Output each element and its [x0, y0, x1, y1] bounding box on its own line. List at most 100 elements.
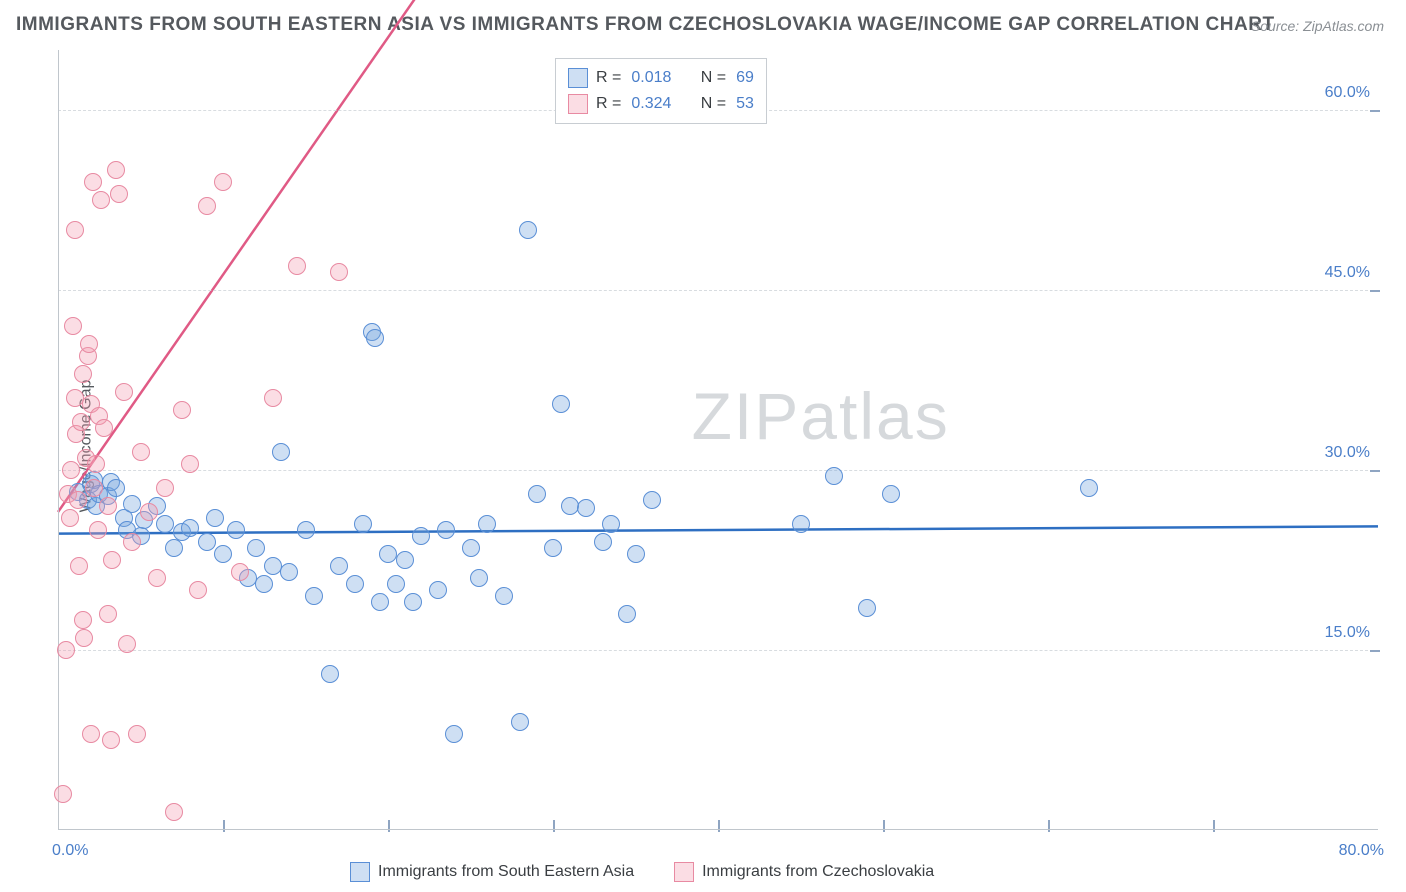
data-point — [110, 185, 128, 203]
data-point — [89, 521, 107, 539]
data-point — [404, 593, 422, 611]
data-point — [69, 491, 87, 509]
data-point — [128, 725, 146, 743]
data-point — [72, 413, 90, 431]
chart-title: IMMIGRANTS FROM SOUTH EASTERN ASIA VS IM… — [16, 14, 1275, 36]
data-point — [264, 389, 282, 407]
data-point — [95, 419, 113, 437]
data-point — [70, 557, 88, 575]
data-point — [366, 329, 384, 347]
data-point — [181, 455, 199, 473]
data-point — [156, 515, 174, 533]
data-point — [288, 257, 306, 275]
legend-series-label: Immigrants from Czechoslovakia — [702, 863, 934, 881]
data-point — [61, 509, 79, 527]
data-point — [103, 551, 121, 569]
data-point — [478, 515, 496, 533]
data-point — [123, 495, 141, 513]
legend-series-item: Immigrants from Czechoslovakia — [674, 862, 934, 882]
data-point — [107, 161, 125, 179]
trend-lines-svg — [58, 50, 1378, 830]
data-point — [602, 515, 620, 533]
data-point — [107, 479, 125, 497]
data-point — [62, 461, 80, 479]
data-point — [214, 545, 232, 563]
data-point — [74, 611, 92, 629]
data-point — [214, 173, 232, 191]
data-point — [64, 317, 82, 335]
legend-series-item: Immigrants from South Eastern Asia — [350, 862, 634, 882]
data-point — [528, 485, 546, 503]
data-point — [148, 569, 166, 587]
data-point — [165, 803, 183, 821]
plot-area: 15.0%30.0%45.0%60.0%0.0%80.0% — [58, 50, 1378, 830]
data-point — [99, 605, 117, 623]
data-point — [445, 725, 463, 743]
data-point — [519, 221, 537, 239]
legend-stats-row: R = 0.018 N = 69 — [568, 65, 754, 91]
data-point — [346, 575, 364, 593]
data-point — [198, 197, 216, 215]
data-point — [627, 545, 645, 563]
data-point — [132, 443, 150, 461]
data-point — [231, 563, 249, 581]
data-point — [102, 731, 120, 749]
data-point — [594, 533, 612, 551]
data-point — [87, 455, 105, 473]
data-point — [84, 173, 102, 191]
source-label: Source: ZipAtlas.com — [1251, 18, 1384, 34]
data-point — [54, 785, 72, 803]
data-point — [321, 665, 339, 683]
data-point — [552, 395, 570, 413]
data-point — [140, 503, 158, 521]
data-point — [858, 599, 876, 617]
legend-swatch — [568, 68, 588, 88]
data-point — [264, 557, 282, 575]
data-point — [882, 485, 900, 503]
data-point — [412, 527, 430, 545]
data-point — [181, 519, 199, 537]
data-point — [74, 365, 92, 383]
data-point — [272, 443, 290, 461]
data-point — [330, 263, 348, 281]
legend-swatch — [674, 862, 694, 882]
data-point — [297, 521, 315, 539]
data-point — [206, 509, 224, 527]
data-point — [429, 581, 447, 599]
legend-series: Immigrants from South Eastern Asia Immigr… — [350, 862, 934, 882]
legend-stats-row: R = 0.324 N = 53 — [568, 91, 754, 117]
data-point — [792, 515, 810, 533]
data-point — [189, 581, 207, 599]
data-point — [305, 587, 323, 605]
data-point — [118, 635, 136, 653]
data-point — [57, 641, 75, 659]
data-point — [371, 593, 389, 611]
data-point — [99, 497, 117, 515]
data-point — [75, 629, 93, 647]
data-point — [280, 563, 298, 581]
data-point — [173, 401, 191, 419]
data-point — [511, 713, 529, 731]
x-max-label: 80.0% — [1339, 842, 1384, 860]
data-point — [577, 499, 595, 517]
legend-series-label: Immigrants from South Eastern Asia — [378, 863, 634, 881]
data-point — [66, 221, 84, 239]
data-point — [618, 605, 636, 623]
data-point — [66, 389, 84, 407]
data-point — [115, 383, 133, 401]
data-point — [643, 491, 661, 509]
data-point — [165, 539, 183, 557]
data-point — [80, 335, 98, 353]
y-tick-label: 15.0% — [1325, 624, 1370, 642]
y-tick-label: 30.0% — [1325, 444, 1370, 462]
data-point — [470, 569, 488, 587]
data-point — [437, 521, 455, 539]
data-point — [354, 515, 372, 533]
x-min-label: 0.0% — [52, 842, 88, 860]
data-point — [247, 539, 265, 557]
data-point — [227, 521, 245, 539]
y-tick-label: 60.0% — [1325, 84, 1370, 102]
data-point — [387, 575, 405, 593]
legend-swatch — [350, 862, 370, 882]
data-point — [330, 557, 348, 575]
